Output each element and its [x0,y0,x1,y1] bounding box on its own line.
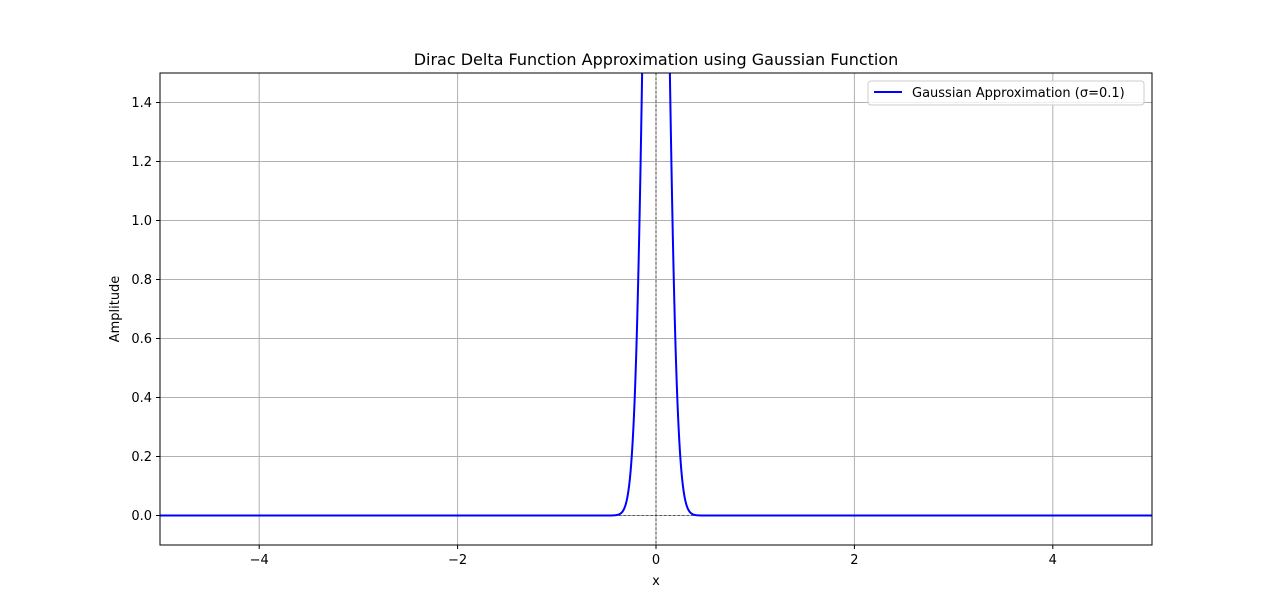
y-tick-label: 1.4 [131,96,152,111]
y-tick-label: 0.2 [131,450,152,465]
y-tick-label: 0.8 [131,273,152,288]
legend-box [867,80,1145,106]
y-tick-label: 1.2 [131,155,152,170]
legend: Gaussian Approximation (σ=0.1) [867,80,1145,106]
series-line-gaussian [160,73,1152,517]
y-axis-label: Amplitude [108,276,123,343]
y-tick-label: 0.6 [131,332,152,347]
x-tick-label: −4 [250,553,269,568]
x-tick-label: 4 [1049,553,1057,568]
x-tick-label: 2 [850,553,858,568]
y-tick-label: 1.0 [131,214,152,229]
x-tick-label: 0 [652,553,660,568]
series-layer [160,73,1152,517]
y-tick-label: 0.4 [131,391,152,406]
chart-title: Dirac Delta Function Approximation using… [414,50,899,69]
legend-label: Gaussian Approximation (σ=0.1) [912,86,1125,101]
x-axis-label: x [652,574,660,589]
x-axis-ticks: −4 −2 0 2 4 [250,545,1057,568]
reference-lines [160,73,1152,545]
y-tick-label: 0.0 [131,509,152,524]
x-tick-label: −2 [448,553,467,568]
y-axis-ticks: 0.0 0.2 0.4 0.6 0.8 1.0 1.2 1.4 [131,96,160,524]
